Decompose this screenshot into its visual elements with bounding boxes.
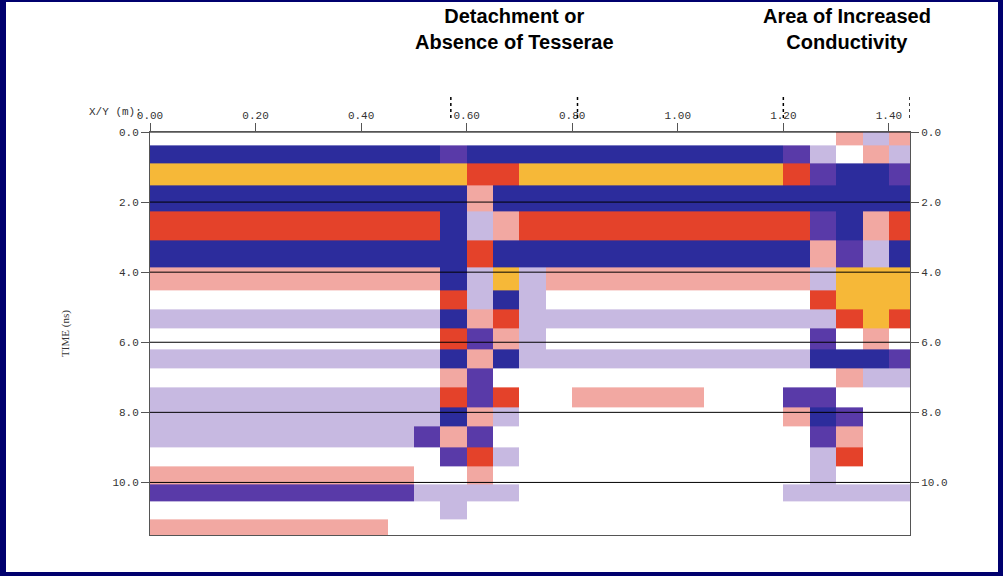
svg-text:4.0: 4.0 <box>119 267 139 279</box>
svg-text:2.0: 2.0 <box>921 197 941 209</box>
svg-text:4.0: 4.0 <box>921 267 941 279</box>
svg-text:10.0: 10.0 <box>112 477 138 489</box>
svg-text:2.0: 2.0 <box>119 197 139 209</box>
svg-text:0.80: 0.80 <box>559 110 585 122</box>
svg-text:8.0: 8.0 <box>921 407 941 419</box>
svg-text:Area of IncreasedConductivity: Area of IncreasedConductivity <box>763 5 931 53</box>
svg-text:1.40: 1.40 <box>876 110 902 122</box>
svg-text:Detachment orAbsence of Tesser: Detachment orAbsence of Tesserae <box>415 5 614 53</box>
svg-text:1.20: 1.20 <box>770 110 796 122</box>
svg-text:TIME (ns): TIME (ns) <box>59 310 72 357</box>
svg-text:0.40: 0.40 <box>348 110 374 122</box>
svg-text:1.00: 1.00 <box>665 110 691 122</box>
svg-text:8.0: 8.0 <box>119 407 139 419</box>
svg-text:6.0: 6.0 <box>921 337 941 349</box>
svg-text:6.0: 6.0 <box>119 337 139 349</box>
svg-text:0.0: 0.0 <box>119 127 139 139</box>
svg-text:0.00: 0.00 <box>137 110 163 122</box>
svg-text:0.0: 0.0 <box>921 127 941 139</box>
svg-text:X/Y (m):: X/Y (m): <box>89 106 142 118</box>
svg-text:0.60: 0.60 <box>453 110 479 122</box>
svg-text:10.0: 10.0 <box>921 477 947 489</box>
svg-text:0.20: 0.20 <box>242 110 268 122</box>
